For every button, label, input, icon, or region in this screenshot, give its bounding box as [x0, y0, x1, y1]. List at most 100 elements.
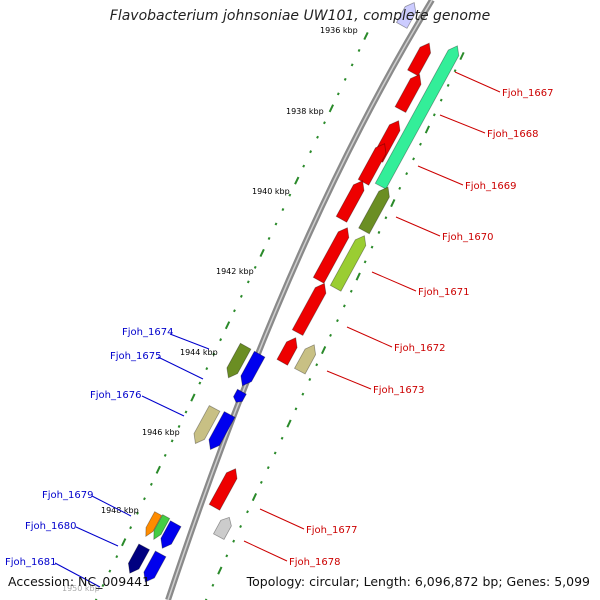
- label-fjoh-1676[interactable]: Fjoh_1676: [90, 390, 141, 401]
- tick-mark: [412, 157, 415, 161]
- reverse-leader-lines: [54, 333, 210, 588]
- leader-line: [157, 356, 204, 380]
- tick-mark: [184, 410, 188, 414]
- label-fjoh-1674[interactable]: Fjoh_1674: [122, 327, 173, 338]
- tick-mark: [246, 280, 250, 284]
- leader-line: [395, 216, 441, 237]
- gene-fjoh-1672-red[interactable]: [291, 282, 327, 336]
- label-fjoh-1680[interactable]: Fjoh_1680: [25, 521, 76, 532]
- scale-label-1938: 1938 kbp: [286, 107, 324, 116]
- gene-fjoh-1674-blue[interactable]: [240, 350, 266, 387]
- leader-line: [91, 495, 132, 517]
- scale-label-1946: 1946 kbp: [142, 428, 180, 437]
- gene-fjoh-1676[interactable]: [193, 405, 221, 445]
- tick-row-inner: [204, 51, 465, 600]
- tick-mark: [405, 172, 409, 176]
- tick-mark: [309, 150, 313, 154]
- gene-fjoh-1681[interactable]: [127, 543, 151, 574]
- leader-line: [417, 165, 464, 186]
- tick-mark: [219, 338, 223, 342]
- tick-mark: [273, 451, 277, 455]
- label-fjoh-1677[interactable]: Fjoh_1677: [306, 525, 357, 536]
- scale-label-1940: 1940 kbp: [252, 187, 290, 196]
- leader-line: [454, 71, 501, 93]
- tick-mark: [446, 83, 450, 87]
- gene-fjoh-1677[interactable]: [276, 337, 298, 366]
- tick-mark: [301, 392, 305, 396]
- tick-mark: [350, 63, 354, 67]
- tick-mark: [143, 497, 146, 501]
- tick-mark: [205, 367, 209, 371]
- label-fjoh-1673[interactable]: Fjoh_1673: [373, 385, 424, 396]
- label-fjoh-1679[interactable]: Fjoh_1679: [42, 490, 93, 501]
- tick-mark: [294, 176, 300, 185]
- tick-mark: [315, 363, 319, 367]
- gene-fjoh-1668[interactable]: [374, 45, 460, 190]
- tick-mark: [398, 186, 402, 190]
- tick-mark: [267, 236, 271, 240]
- tick-mark: [259, 248, 265, 257]
- gene-fjoh-1673[interactable]: [293, 344, 317, 375]
- scale-label-1936: 1936 kbp: [320, 26, 358, 35]
- gene-fjoh-1677-part[interactable]: [208, 468, 238, 511]
- map-title: Flavobacterium johnsoniae UW101, complet…: [109, 8, 491, 24]
- accession-label: Accession: NC_009441: [8, 574, 151, 589]
- gene-fjoh-1678[interactable]: [212, 516, 232, 541]
- tick-mark: [288, 193, 292, 197]
- tick-mark: [217, 566, 223, 575]
- gene-fjoh-1670-red[interactable]: [335, 180, 365, 223]
- tick-mark: [370, 245, 374, 249]
- gene-fjoh-1680[interactable]: [160, 520, 182, 549]
- leader-line: [439, 114, 486, 134]
- gene-fjoh-1669-red[interactable]: [357, 143, 387, 186]
- gene-fjoh-1679[interactable]: [145, 511, 163, 538]
- tick-mark: [424, 125, 431, 134]
- label-fjoh-1667[interactable]: Fjoh_1667: [502, 88, 553, 99]
- tick-mark: [115, 555, 119, 559]
- tick-mark: [177, 424, 181, 428]
- gene-fjoh-1671[interactable]: [329, 235, 367, 292]
- label-fjoh-1670[interactable]: Fjoh_1670: [442, 232, 493, 243]
- gene-fjoh-1675[interactable]: [233, 388, 247, 403]
- gene-fjoh-1676-blue[interactable]: [208, 411, 236, 451]
- tick-mark: [274, 222, 278, 226]
- tick-mark: [439, 98, 443, 102]
- genome-backbone: [165, 0, 435, 600]
- scale-label-1944: 1944 kbp: [180, 348, 218, 357]
- label-fjoh-1672[interactable]: Fjoh_1672: [394, 343, 445, 354]
- leader-line: [371, 271, 417, 292]
- tick-mark: [363, 260, 367, 264]
- gene-fjoh-1667[interactable]: [407, 42, 432, 77]
- tick-mark: [329, 333, 332, 337]
- label-fjoh-1671[interactable]: Fjoh_1671: [418, 287, 469, 298]
- gene-fjoh-1672[interactable]: [312, 227, 350, 284]
- gene-fjoh-1670[interactable]: [358, 186, 390, 235]
- tick-mark: [94, 598, 98, 600]
- label-fjoh-1675[interactable]: Fjoh_1675: [110, 351, 161, 362]
- gene-fjoh-1681-blue[interactable]: [143, 550, 167, 583]
- genome-backbone-highlight: [167, 0, 433, 600]
- leader-line: [54, 562, 101, 588]
- tick-mark: [294, 407, 298, 411]
- tick-mark: [129, 526, 133, 530]
- leader-line: [243, 540, 288, 562]
- tick-mark: [384, 216, 388, 220]
- gene-fjoh-1674[interactable]: [226, 342, 252, 379]
- tick-mark: [343, 77, 347, 81]
- label-fjoh-1668[interactable]: Fjoh_1668: [487, 129, 538, 140]
- tick-mark: [224, 321, 231, 330]
- tick-mark: [286, 419, 292, 428]
- gene-fjoh-1667-part[interactable]: [394, 73, 422, 113]
- tick-mark: [349, 289, 353, 293]
- label-fjoh-1681[interactable]: Fjoh_1681: [5, 557, 56, 568]
- label-fjoh-1669[interactable]: Fjoh_1669: [465, 181, 516, 192]
- tick-mark: [163, 453, 167, 457]
- tick-mark: [136, 511, 139, 515]
- gene-top-partial: [395, 2, 417, 29]
- label-fjoh-1678[interactable]: Fjoh_1678: [289, 557, 340, 568]
- tick-mark: [246, 510, 249, 514]
- scale-label-1950: 1950 kbp: [62, 584, 100, 593]
- gene-fjoh-1679-green[interactable]: [153, 514, 171, 541]
